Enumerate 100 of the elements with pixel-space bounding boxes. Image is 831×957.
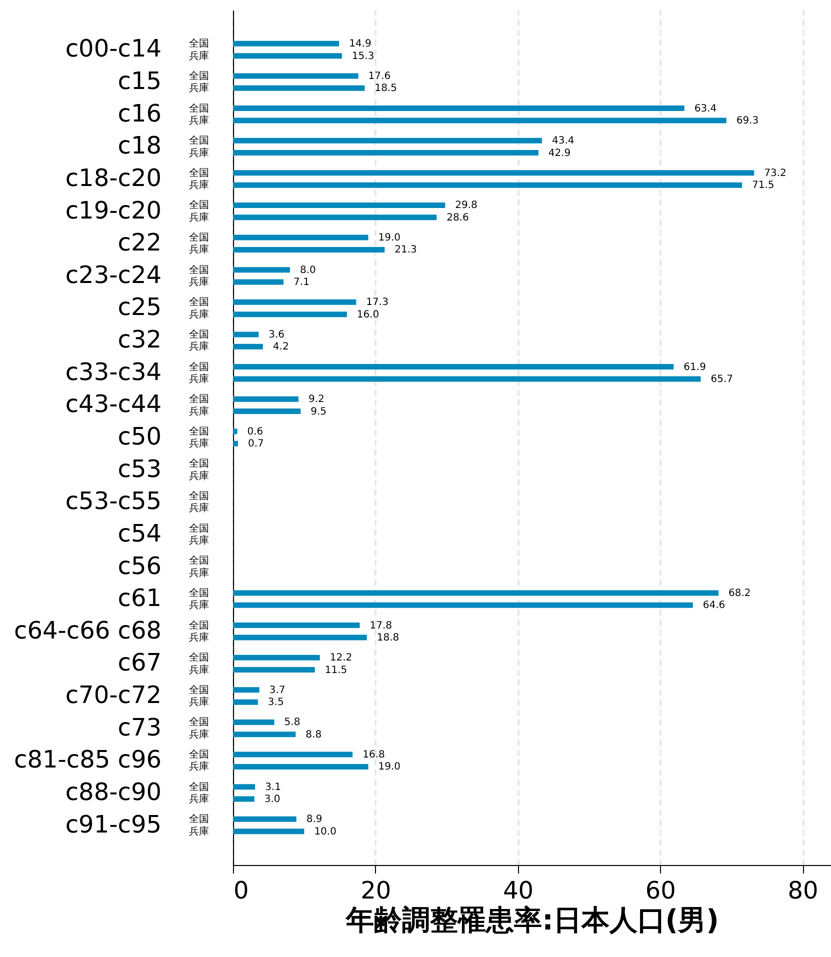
text: 全国 <box>189 814 209 826</box>
bar <box>233 182 742 188</box>
bar <box>233 312 347 318</box>
bar <box>233 246 385 252</box>
bar <box>233 687 260 693</box>
text: 兵庫 <box>189 277 209 288</box>
text: 兵庫 <box>189 115 209 126</box>
text: 全国 <box>189 70 209 82</box>
bar <box>233 634 367 640</box>
data-label: 65.7 <box>710 374 733 385</box>
bar <box>233 40 340 46</box>
text: 全国 <box>189 556 209 567</box>
y-tick-label: c32 <box>118 326 162 354</box>
data-label: 10.0 <box>314 826 336 838</box>
text: 兵庫 <box>189 600 209 612</box>
y-tick-label: c23-c24 <box>65 260 162 289</box>
text: 兵庫 <box>189 212 209 224</box>
text: 兵庫 <box>189 342 209 353</box>
y-tick-label: c91-c95 <box>65 810 162 838</box>
y-tick-label: c22 <box>118 228 162 257</box>
data-label: 43.4 <box>552 136 574 147</box>
y-tick-label: c15 <box>118 67 162 96</box>
data-label: 11.5 <box>324 664 348 676</box>
text: 兵庫 <box>189 794 209 806</box>
bar <box>233 332 259 338</box>
bar <box>233 654 320 660</box>
y-tick-label: c88-c90 <box>65 778 162 806</box>
data-label: 8.0 <box>300 264 316 276</box>
data-label: 5.8 <box>284 717 300 728</box>
y-tick-label: c33-c34 <box>65 358 162 386</box>
bar <box>233 699 258 705</box>
y-tick-label: c43-c44 <box>65 390 162 418</box>
text: 全国 <box>189 168 209 179</box>
bar <box>233 719 274 725</box>
data-label: 4.2 <box>272 342 289 353</box>
data-label: 16.0 <box>356 309 380 320</box>
text: 兵庫 <box>189 536 209 547</box>
bar <box>233 590 719 596</box>
text: 兵庫 <box>189 503 209 514</box>
data-label: 0.7 <box>248 438 264 450</box>
text: 全国 <box>189 232 209 244</box>
y-tick-label: c64-c66 c68 <box>14 616 162 644</box>
y-tick-label: c53 <box>118 454 162 483</box>
text: 兵庫 <box>189 50 209 62</box>
bar <box>233 732 296 738</box>
data-label: 0.6 <box>247 426 264 438</box>
text: 兵庫 <box>189 180 209 192</box>
text: 兵庫 <box>189 438 209 450</box>
data-label: 64.6 <box>702 600 726 612</box>
data-label: 15.3 <box>352 50 374 62</box>
y-tick-label: c81-c85 c96 <box>14 746 162 774</box>
data-label: 28.6 <box>446 212 469 224</box>
text: 全国 <box>189 750 209 761</box>
text: 全国 <box>189 620 209 632</box>
y-tick-label: c00-c14 <box>65 34 162 63</box>
bar <box>233 170 754 176</box>
text: 全国 <box>189 38 209 50</box>
data-label: 42.9 <box>548 148 571 159</box>
data-label: 9.5 <box>310 406 327 418</box>
text: 兵庫 <box>189 632 209 644</box>
bar <box>233 202 446 208</box>
text: 兵庫 <box>189 374 209 385</box>
bar <box>233 784 256 790</box>
text: 全国 <box>189 458 209 470</box>
text: 全国 <box>189 394 209 406</box>
text: 全国 <box>189 426 209 438</box>
text: 兵庫 <box>189 664 209 676</box>
y-tick-label: c53-c55 <box>65 487 162 516</box>
bar <box>233 764 368 770</box>
bar <box>233 279 284 285</box>
bar <box>233 234 368 240</box>
text: 全国 <box>189 362 209 373</box>
y-tick-label: c54 <box>118 519 162 548</box>
data-label: 71.5 <box>752 180 774 192</box>
data-label: 69.3 <box>736 115 759 126</box>
bar <box>233 667 315 673</box>
y-tick-label: c67 <box>118 648 162 677</box>
data-label: 29.8 <box>455 200 478 212</box>
text: 全国 <box>189 200 209 212</box>
text: 兵庫 <box>189 729 209 740</box>
bar <box>233 622 360 628</box>
bar <box>233 118 726 124</box>
text: 兵庫 <box>189 309 209 320</box>
data-label: 3.7 <box>269 684 286 696</box>
text: 全国 <box>189 652 209 664</box>
bar <box>233 602 693 608</box>
data-label: 7.1 <box>294 277 310 288</box>
text: 全国 <box>189 264 209 276</box>
text: 全国 <box>189 491 209 502</box>
y-tick-label: c16 <box>118 99 162 128</box>
text: 全国 <box>189 782 209 793</box>
data-label: 16.8 <box>362 750 385 761</box>
data-label: 8.9 <box>306 814 322 826</box>
bar <box>233 73 358 79</box>
y-tick-label: c18 <box>118 132 162 160</box>
text: 全国 <box>189 297 209 308</box>
data-label: 3.5 <box>268 697 284 708</box>
bar <box>233 344 263 350</box>
text: 兵庫 <box>189 697 209 708</box>
bar <box>233 106 684 112</box>
